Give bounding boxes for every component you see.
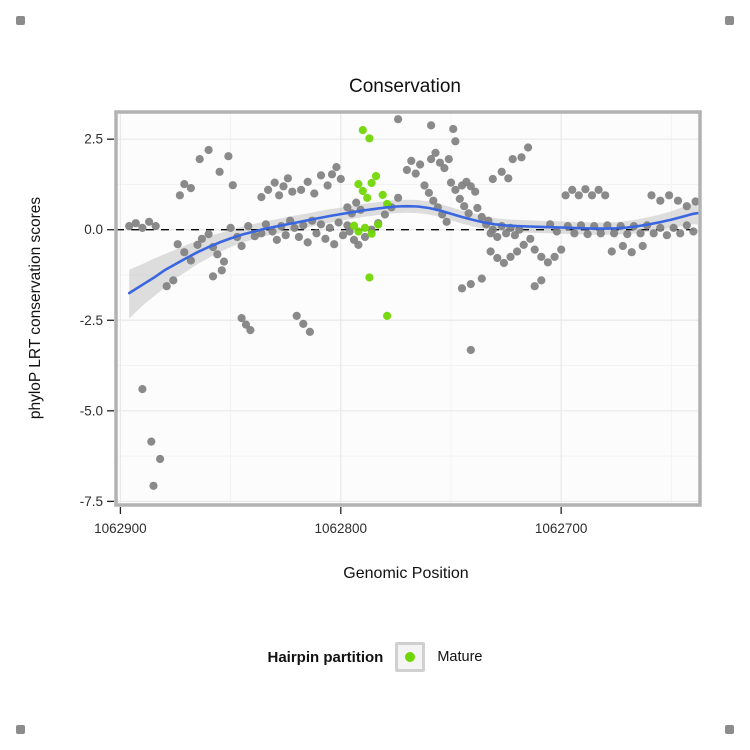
corner-mark <box>725 725 734 734</box>
corner-mark <box>16 16 25 25</box>
svg-text:-7.5: -7.5 <box>80 494 103 509</box>
corner-mark <box>16 725 25 734</box>
svg-text:1062700: 1062700 <box>535 521 588 536</box>
svg-text:0.0: 0.0 <box>84 222 103 237</box>
svg-text:-2.5: -2.5 <box>80 313 103 328</box>
svg-text:1062800: 1062800 <box>315 521 368 536</box>
svg-text:1062900: 1062900 <box>94 521 147 536</box>
y-axis-title: phyloP LRT conservation scores <box>27 197 44 420</box>
legend-key <box>395 642 426 672</box>
svg-text:-5.0: -5.0 <box>80 403 103 418</box>
x-axis-title: Genomic Position <box>343 565 468 582</box>
plot-panel: 1062900 1062800 1062700 2.5 0.0 -2.5 -5.0 -7.5 <box>80 110 702 536</box>
svg-text:2.5: 2.5 <box>84 132 103 147</box>
corner-mark <box>725 16 734 25</box>
mature-point-icon <box>405 652 416 662</box>
legend-title: Hairpin partition <box>267 648 384 666</box>
legend: Hairpin partition Mature <box>0 640 750 674</box>
legend-entry-label: Mature <box>437 649 483 665</box>
chart-title: Conservation <box>349 76 461 97</box>
